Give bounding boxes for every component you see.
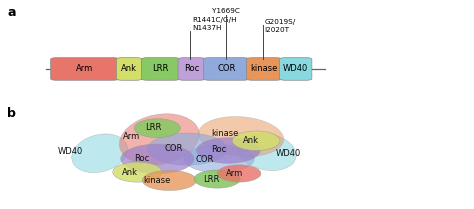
Text: WD40: WD40 [283,64,309,74]
Ellipse shape [72,134,128,173]
Ellipse shape [194,170,240,188]
Text: WD40: WD40 [58,147,83,156]
Text: Ank: Ank [243,136,259,145]
Text: COR: COR [164,144,182,153]
Ellipse shape [232,131,280,150]
Text: N1437H: N1437H [192,25,221,31]
Text: kinase: kinase [250,64,278,74]
Ellipse shape [217,165,261,182]
FancyBboxPatch shape [203,58,249,80]
Text: LRR: LRR [152,64,169,74]
Text: Roc: Roc [211,145,227,154]
Text: Roc: Roc [184,64,199,74]
Text: G2019S/: G2019S/ [264,19,296,25]
Ellipse shape [113,162,162,182]
Text: Arm: Arm [76,64,93,74]
Text: I2020T: I2020T [264,27,290,33]
Text: Ank: Ank [122,168,138,177]
FancyBboxPatch shape [178,58,205,80]
Text: Ank: Ank [121,64,137,74]
Text: Arm: Arm [226,169,243,178]
Ellipse shape [134,119,181,138]
Ellipse shape [237,133,296,171]
Text: a: a [7,6,16,19]
Text: COR: COR [196,155,214,164]
Text: COR: COR [217,64,236,74]
Ellipse shape [198,117,283,157]
FancyBboxPatch shape [51,58,119,80]
FancyBboxPatch shape [280,58,312,80]
Text: LRR: LRR [203,175,219,184]
Ellipse shape [196,138,260,163]
FancyBboxPatch shape [116,58,142,80]
Ellipse shape [184,145,254,173]
Text: Roc: Roc [134,154,149,163]
Text: kinase: kinase [144,176,171,185]
FancyBboxPatch shape [246,58,282,80]
Text: b: b [7,107,16,120]
Ellipse shape [119,114,200,165]
FancyBboxPatch shape [141,58,180,80]
Text: kinase: kinase [211,129,239,138]
Ellipse shape [147,133,227,165]
Ellipse shape [121,144,194,174]
Text: R1441C/G/H: R1441C/G/H [192,17,237,23]
Text: LRR: LRR [145,123,162,132]
Text: WD40: WD40 [276,149,301,158]
Text: Arm: Arm [122,132,140,141]
Text: Y1669C: Y1669C [212,8,240,14]
Ellipse shape [142,170,196,190]
